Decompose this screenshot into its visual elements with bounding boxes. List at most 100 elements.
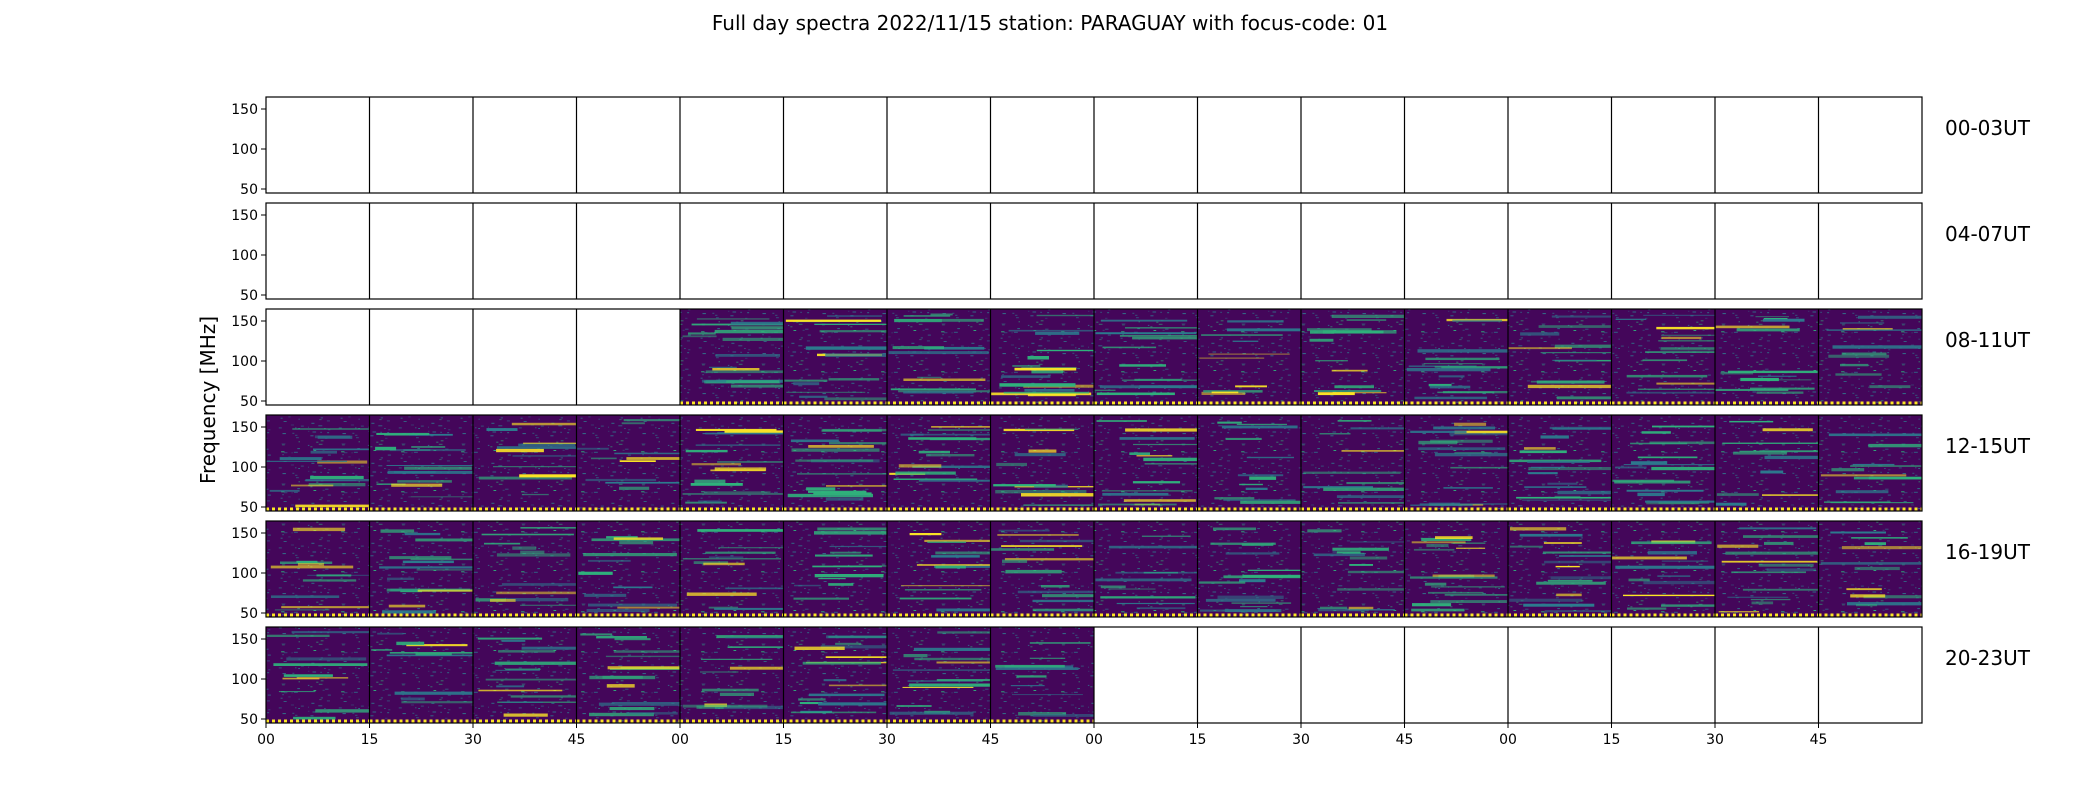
emission-streak (389, 556, 452, 560)
emission-streak (586, 609, 650, 612)
y-tick-label: 150 (231, 314, 258, 330)
emission-streak (1846, 588, 1882, 591)
emission-streak (1406, 367, 1491, 372)
y-tick-label: 50 (240, 712, 258, 728)
emission-streak (1129, 452, 1150, 455)
emission-streak (317, 460, 368, 464)
emission-streak (703, 562, 745, 566)
emission-streak (916, 564, 991, 566)
emission-streak (693, 561, 729, 564)
panel (783, 627, 887, 723)
panel (1715, 415, 1819, 511)
x-tick-label: 30 (878, 732, 896, 748)
emission-streak (918, 450, 950, 454)
emission-streak (1418, 447, 1506, 451)
emission-streak (310, 450, 337, 454)
spectrogram-cell (266, 521, 370, 617)
emission-streak (1001, 545, 1083, 547)
emission-streak (494, 661, 577, 665)
emission-streak (909, 533, 942, 536)
emission-streak (1425, 357, 1500, 361)
emission-streak (1414, 396, 1488, 400)
emission-streak (1019, 539, 1094, 543)
emission-streak (521, 493, 549, 496)
emission-streak (686, 592, 757, 596)
emission-streak (1614, 480, 1691, 484)
emission-streak (607, 666, 680, 670)
emission-streak (1628, 578, 1650, 582)
emission-streak (1115, 571, 1198, 574)
emission-streak (1307, 529, 1342, 533)
emission-streak (283, 674, 333, 677)
panel (1094, 309, 1198, 405)
y-tick-label: 100 (231, 460, 258, 476)
emission-streak (520, 527, 577, 529)
emission-streak (1728, 370, 1818, 374)
panel (1508, 415, 1612, 511)
panel (1715, 309, 1819, 405)
x-tick-label: 45 (568, 732, 586, 748)
row-label: 04-07UT (1945, 222, 2031, 246)
emission-streak (1426, 544, 1449, 548)
x-tick-label: 00 (1085, 732, 1103, 748)
emission-streak (1334, 385, 1374, 389)
emission-streak (1847, 602, 1922, 606)
emission-streak (585, 478, 657, 482)
y-tick-label: 150 (231, 632, 258, 648)
emission-streak (727, 646, 784, 648)
emission-streak (583, 553, 677, 557)
emission-streak (995, 667, 1079, 670)
emission-streak (1835, 490, 1889, 494)
emission-streak (377, 632, 404, 635)
row-08-11UT: 50 100 150 08-11UT (231, 308, 2031, 410)
emission-streak (1143, 457, 1198, 462)
emission-streak (690, 483, 743, 486)
emission-streak (912, 465, 991, 468)
emission-streak (1547, 579, 1593, 582)
emission-streak (682, 704, 768, 708)
emission-streak (931, 426, 991, 428)
emission-streak (1133, 443, 1198, 446)
emission-streak (1417, 349, 1508, 353)
emission-streak (828, 684, 887, 687)
emission-streak (397, 480, 452, 483)
emission-streak (1125, 327, 1198, 329)
emission-streak (1411, 608, 1465, 612)
emission-streak (1349, 609, 1395, 611)
emission-streak (591, 457, 617, 460)
x-tick-label: 30 (464, 732, 482, 748)
emission-streak (1136, 607, 1186, 610)
emission-streak (1657, 575, 1691, 577)
emission-streak (1647, 551, 1697, 555)
emission-streak (815, 554, 873, 557)
emission-streak (818, 702, 887, 706)
emission-streak (901, 585, 991, 587)
emission-streak (890, 388, 976, 391)
emission-streak (1036, 610, 1094, 612)
emission-streak (729, 666, 784, 670)
spectrogram-cell (576, 415, 680, 511)
emission-streak (795, 459, 874, 462)
emission-streak (391, 483, 443, 487)
emission-streak (1031, 370, 1064, 374)
emission-streak (682, 493, 784, 495)
emission-streak (936, 679, 991, 682)
emission-streak (490, 599, 516, 602)
emission-streak (1835, 373, 1882, 376)
panel (1508, 521, 1612, 617)
emission-streak (1626, 489, 1704, 492)
emission-streak (1350, 427, 1405, 430)
emission-streak (695, 428, 777, 431)
emission-streak (696, 318, 770, 320)
emission-streak (1856, 604, 1878, 607)
emission-streak (376, 483, 406, 485)
chart-title: Full day spectra 2022/11/15 station: PAR… (712, 11, 1388, 35)
panel (1404, 521, 1508, 617)
emission-streak (924, 346, 985, 350)
emission-streak (790, 439, 839, 443)
panel (680, 521, 784, 617)
emission-streak (1095, 578, 1192, 582)
emission-streak (1141, 535, 1191, 537)
spectrogram-cell (1094, 521, 1198, 617)
row-label: 20-23UT (1945, 646, 2031, 670)
